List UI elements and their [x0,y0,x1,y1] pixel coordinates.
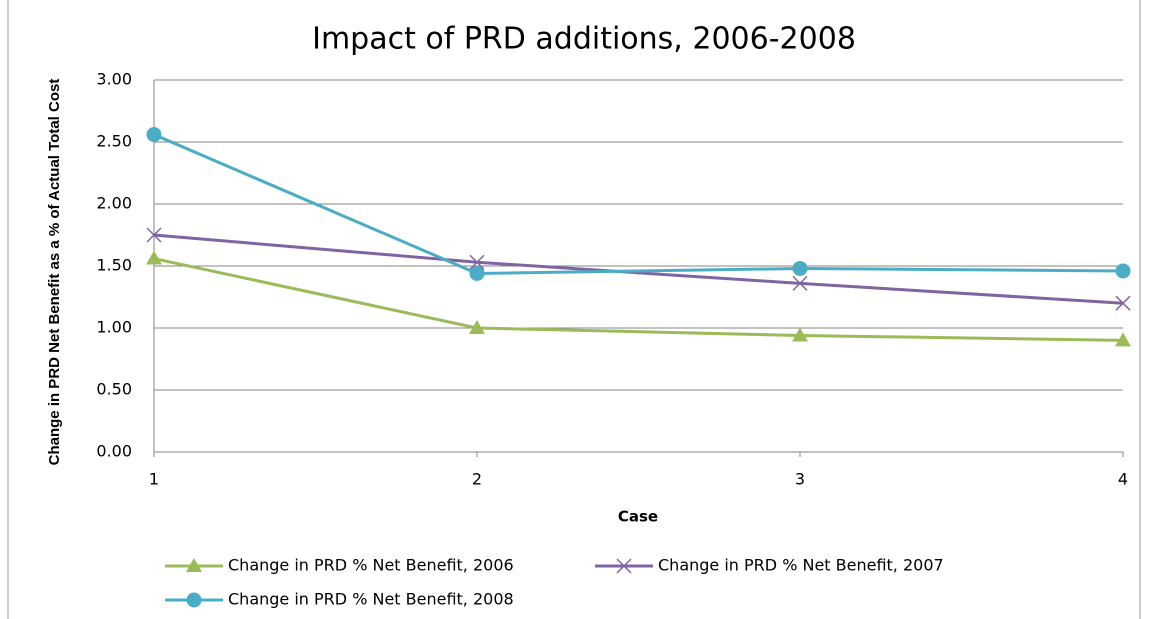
legend-label: Change in PRD % Net Benefit, 2007 [658,556,944,575]
marker [469,254,485,270]
marker [469,265,485,281]
marker [1115,263,1131,279]
x-tick-label: 4 [1118,470,1128,489]
chart-frame [7,0,1141,619]
y-tick-label: 0.00 [96,442,132,461]
marker [792,260,808,276]
marker [792,275,808,291]
y-tick-label: 2.00 [96,194,132,213]
x-tick-label: 3 [795,470,805,489]
y-tick-label: 3.00 [96,70,132,89]
series-line [153,233,1124,305]
chart-title: Impact of PRD additions, 2006-2008 [312,22,856,57]
y-axis-label: Change in PRD Net Benefit as a % of Actu… [46,79,63,466]
x-tick-label: 2 [472,470,482,489]
marker [146,227,162,243]
marker [146,250,162,265]
y-tick-label: 1.00 [96,318,132,337]
y-tick-label: 1.50 [96,256,132,275]
series-line [153,257,1124,342]
marker [469,320,485,334]
legend-marker [186,558,202,572]
legend-label: Change in PRD % Net Benefit, 2008 [228,590,514,609]
series-line [153,133,1124,275]
marker [1115,295,1131,311]
legend-marker [616,558,632,574]
marker [146,127,162,143]
marker [1115,332,1131,347]
y-tick-label: 0.50 [96,380,132,399]
marker [792,327,808,342]
legend-marker [186,592,202,608]
legend-label: Change in PRD % Net Benefit, 2006 [228,556,514,575]
y-tick-label: 2.50 [96,132,132,151]
x-axis-label: Case [618,508,658,526]
x-tick-label: 1 [149,470,159,489]
